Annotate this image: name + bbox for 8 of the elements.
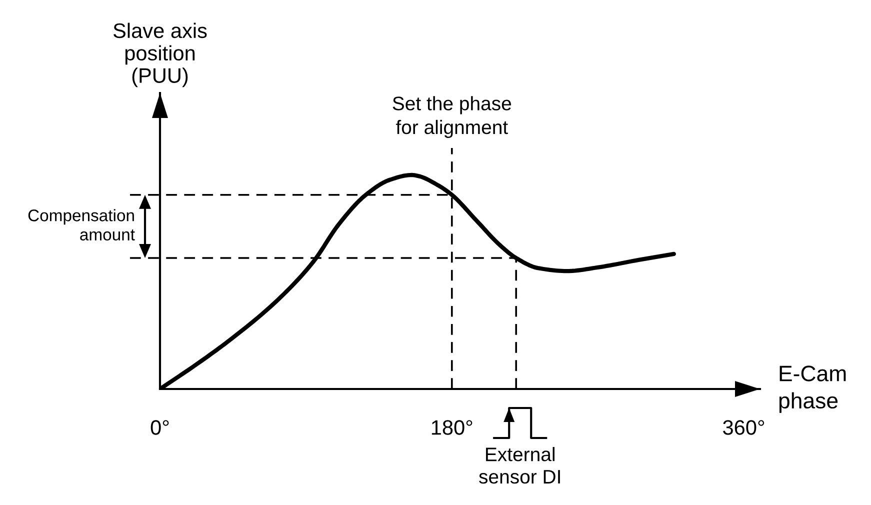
x-axis-title: E-Cam phase bbox=[779, 366, 846, 413]
text: Compensation amount bbox=[28, 209, 135, 240]
y-axis-title: Slave axis position (PUU) bbox=[113, 22, 207, 88]
x-tick-label: 360° bbox=[723, 420, 764, 435]
x-tick-label: 0° bbox=[150, 420, 169, 435]
x-tick-label: 180° bbox=[432, 420, 472, 435]
ref-line-label: Set the phase for alignment bbox=[392, 96, 512, 138]
text: External sensor DI bbox=[479, 447, 560, 484]
